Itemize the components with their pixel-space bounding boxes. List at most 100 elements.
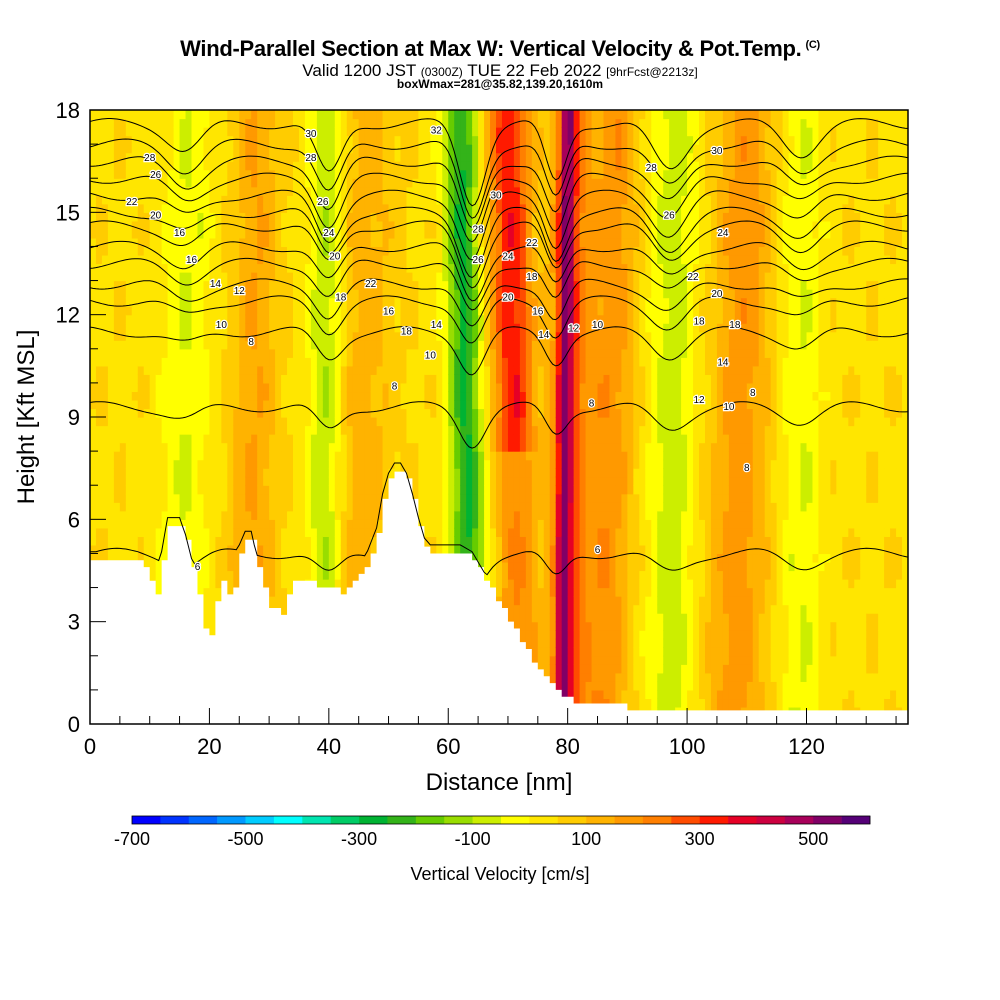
- velocity-cell: [484, 476, 491, 486]
- velocity-cell: [418, 169, 425, 179]
- velocity-cell: [472, 348, 479, 358]
- velocity-cell: [364, 451, 372, 461]
- velocity-cell: [454, 178, 461, 188]
- velocity-cell: [245, 118, 252, 128]
- velocity-cell: [293, 544, 300, 555]
- velocity-cell: [203, 382, 211, 393]
- velocity-cell: [143, 314, 151, 324]
- velocity-cell: [90, 382, 97, 393]
- velocity-cell: [281, 144, 288, 154]
- velocity-cell: [125, 110, 133, 120]
- velocity-cell: [352, 331, 360, 341]
- velocity-cell: [418, 306, 425, 316]
- velocity-cell: [424, 425, 431, 435]
- velocity-cell: [143, 220, 151, 230]
- velocity-cell: [113, 442, 121, 452]
- velocity-cell: [382, 323, 390, 333]
- velocity-cell: [358, 442, 366, 452]
- velocity-cell: [90, 365, 97, 375]
- velocity-cell: [304, 408, 312, 418]
- velocity-cell: [382, 195, 390, 205]
- velocity-cell: [95, 110, 103, 120]
- velocity-cell: [251, 476, 258, 486]
- velocity-cell: [352, 212, 360, 222]
- velocity-cell: [346, 297, 354, 307]
- velocity-cell: [245, 451, 252, 461]
- velocity-cell: [328, 212, 336, 222]
- velocity-cell: [287, 408, 294, 418]
- velocity-cell: [90, 408, 97, 418]
- velocity-cell: [496, 434, 503, 444]
- velocity-cell: [239, 519, 246, 529]
- velocity-cell: [376, 348, 384, 358]
- velocity-cell: [376, 272, 384, 282]
- velocity-cell: [460, 408, 467, 418]
- velocity-cell: [400, 417, 408, 427]
- velocity-cell: [388, 203, 396, 213]
- velocity-cell: [203, 442, 211, 452]
- velocity-cell: [364, 195, 372, 205]
- velocity-cell: [95, 459, 103, 469]
- velocity-cell: [412, 434, 419, 444]
- velocity-cell: [484, 195, 491, 205]
- velocity-cell: [263, 118, 270, 128]
- velocity-cell: [101, 186, 109, 196]
- velocity-cell: [412, 493, 419, 503]
- velocity-cell: [131, 357, 139, 367]
- velocity-cell: [125, 280, 133, 290]
- velocity-cell: [269, 527, 276, 537]
- velocity-cell: [304, 212, 312, 222]
- velocity-cell: [287, 195, 294, 205]
- velocity-cell: [203, 408, 211, 418]
- velocity-cell: [197, 451, 205, 461]
- velocity-cell: [298, 468, 306, 478]
- velocity-cell: [167, 399, 175, 410]
- velocity-cell: [209, 254, 216, 265]
- velocity-cell: [352, 272, 360, 282]
- velocity-cell: [143, 365, 151, 375]
- velocity-cell: [304, 459, 312, 469]
- velocity-cell: [430, 254, 437, 265]
- velocity-cell: [448, 272, 455, 282]
- velocity-cell: [227, 229, 234, 239]
- velocity-cell: [352, 169, 360, 179]
- velocity-cell: [125, 169, 133, 179]
- velocity-cell: [460, 280, 467, 290]
- velocity-cell: [346, 280, 354, 290]
- velocity-cell: [161, 297, 169, 307]
- velocity-cell: [179, 391, 187, 401]
- velocity-cell: [245, 220, 252, 230]
- velocity-cell: [346, 553, 354, 563]
- velocity-cell: [221, 468, 228, 478]
- velocity-cell: [394, 323, 402, 333]
- velocity-cell: [203, 220, 211, 230]
- velocity-cell: [251, 323, 258, 333]
- velocity-cell: [424, 493, 431, 503]
- velocity-cell: [298, 451, 306, 461]
- velocity-cell: [454, 297, 461, 307]
- velocity-cell: [424, 357, 431, 367]
- velocity-cell: [197, 110, 205, 120]
- velocity-cell: [334, 246, 342, 256]
- velocity-cell: [298, 229, 306, 239]
- velocity-cell: [448, 493, 455, 503]
- velocity-cell: [298, 272, 306, 282]
- velocity-cell: [304, 442, 312, 452]
- velocity-cell: [340, 587, 348, 597]
- velocity-cell: [501, 596, 509, 606]
- velocity-cell: [358, 468, 366, 478]
- velocity-cell: [406, 357, 414, 367]
- velocity-cell: [155, 331, 163, 341]
- velocity-cell: [137, 527, 145, 537]
- velocity-cell: [203, 459, 211, 469]
- velocity-cell: [149, 459, 157, 469]
- velocity-cell: [466, 331, 473, 341]
- velocity-cell: [298, 348, 306, 358]
- velocity-cell: [352, 510, 360, 520]
- velocity-cell: [496, 297, 503, 307]
- velocity-cell: [185, 434, 193, 444]
- velocity-cell: [227, 289, 234, 299]
- velocity-cell: [245, 485, 252, 495]
- velocity-cell: [161, 280, 169, 290]
- velocity-cell: [281, 382, 288, 393]
